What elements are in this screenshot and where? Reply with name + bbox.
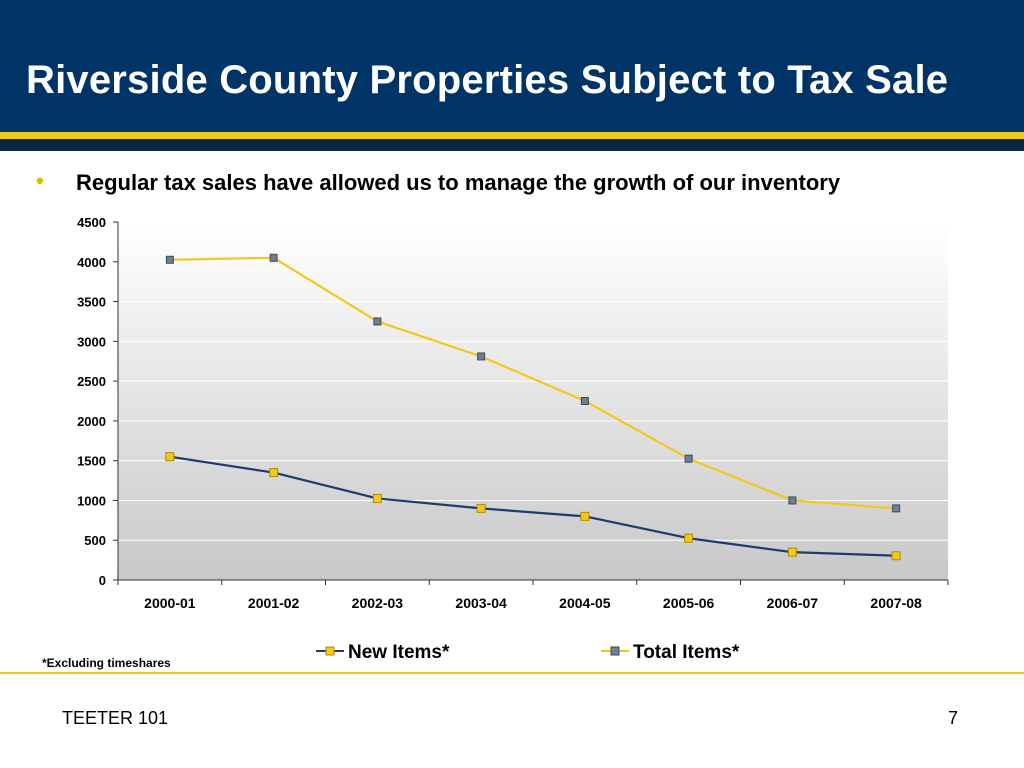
total-items-data-point <box>788 496 797 505</box>
bullet-point: • Regular tax sales have allowed us to ma… <box>36 168 841 196</box>
x-tick-label: 2006-07 <box>767 595 819 611</box>
slide-title: Riverside County Properties Subject to T… <box>26 58 949 102</box>
total-items-data-point <box>373 317 382 326</box>
y-tick-label: 2000 <box>77 414 106 429</box>
total-items-data-point <box>684 454 693 463</box>
total-items-data-point <box>892 504 901 513</box>
footnote: *Excluding timeshares <box>42 656 171 670</box>
new-items-data-point <box>269 468 279 478</box>
y-tick-label: 4500 <box>77 215 106 230</box>
total-items-legend-marker <box>610 646 620 656</box>
total-items-data-point <box>477 352 486 361</box>
x-tick-label: 2003-04 <box>455 595 507 611</box>
footer-label: TEETER 101 <box>62 708 169 728</box>
y-tick-label: 2500 <box>77 374 106 389</box>
total-items-data-point <box>165 255 174 264</box>
new-items-data-point <box>165 452 175 462</box>
footer-gold-rule <box>0 672 1024 674</box>
x-tick-label: 2002-03 <box>352 595 404 611</box>
title-banner: Riverside County Properties Subject to T… <box>0 0 1024 132</box>
y-tick-label: 500 <box>84 533 106 548</box>
new-items-legend-label: New Items* <box>348 642 450 663</box>
x-tick-label: 2005-06 <box>663 595 715 611</box>
x-tick-label: 2000-01 <box>144 595 196 611</box>
x-tick-label: 2004-05 <box>559 595 611 611</box>
x-tick-label: 2007-08 <box>870 595 922 611</box>
new-items-series-line <box>169 455 897 557</box>
total-items-legend-label: Total Items* <box>633 642 740 663</box>
y-tick-label: 0 <box>99 573 106 588</box>
y-tick-label: 4000 <box>77 255 106 270</box>
x-tick-label: 2001-02 <box>248 595 300 611</box>
new-items-data-point <box>891 551 901 561</box>
y-tick-label: 1000 <box>77 493 106 508</box>
y-tick-label: 3000 <box>77 334 106 349</box>
bullet-dot-icon: • <box>36 168 44 193</box>
new-items-data-point <box>684 533 694 543</box>
new-items-data-point <box>580 511 590 521</box>
line-chart: 0 500 1000 1500 2000 2500 3000 3500 4000 4500 200… <box>77 215 949 663</box>
new-items-legend-marker <box>325 646 335 656</box>
new-items-data-point <box>787 547 797 557</box>
new-items-data-point <box>476 503 486 513</box>
y-tick-label: 3500 <box>77 295 106 310</box>
header-gold-rule <box>0 132 1024 139</box>
new-items-data-point <box>372 493 382 503</box>
total-items-data-point <box>580 397 589 405</box>
bullet-text: Regular tax sales have allowed us to man… <box>76 170 841 195</box>
y-tick-label: 1500 <box>77 454 106 469</box>
total-items-series-line <box>169 256 897 510</box>
header-navy-rule <box>0 139 1024 151</box>
plot-area <box>118 222 948 580</box>
total-items-data-point <box>269 253 278 262</box>
page-number: 7 <box>948 708 959 728</box>
